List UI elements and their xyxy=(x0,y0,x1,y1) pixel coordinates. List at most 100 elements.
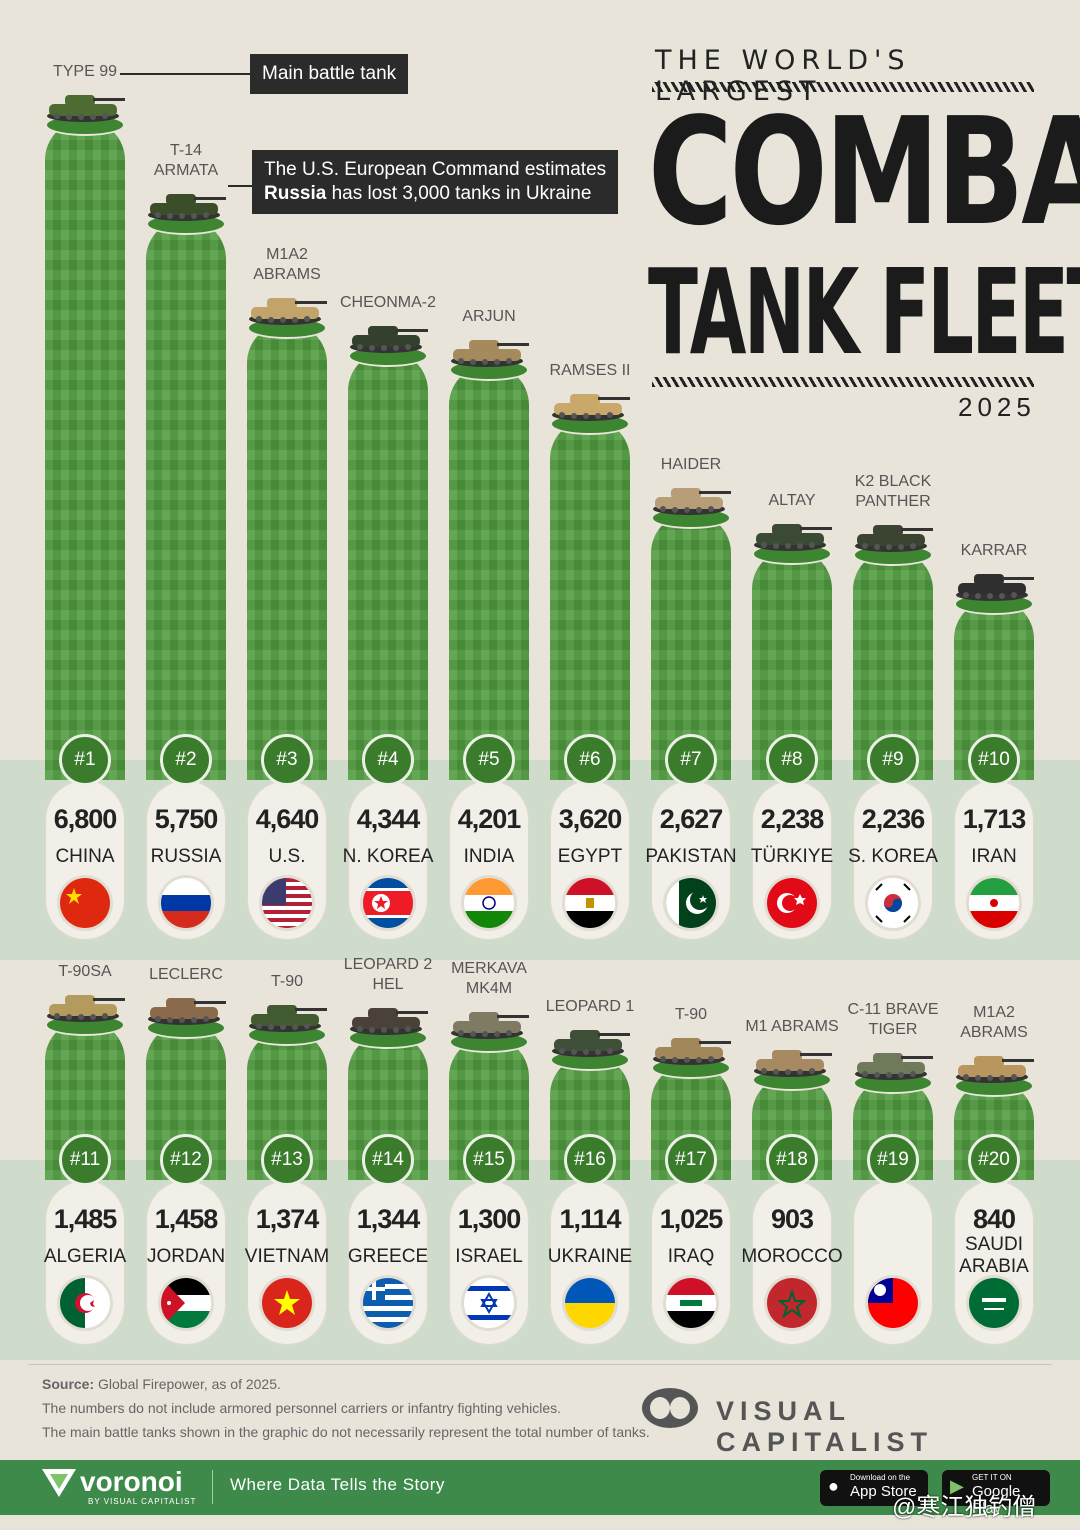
flag-icon-ru xyxy=(161,878,211,928)
title-line3: TANK FLEETS xyxy=(648,243,1080,381)
tank-name-7: HAIDER xyxy=(660,455,722,473)
note-line-2: The main battle tanks shown in the graph… xyxy=(42,1424,650,1440)
tank-icon-10 xyxy=(956,573,1034,601)
play-icon: ▶ xyxy=(950,1476,964,1496)
tank-name-4: CHEONMA-2 xyxy=(339,294,436,312)
tank-name-2: T-14 ARMATA xyxy=(153,141,219,179)
value-label-1: 6,800 xyxy=(53,804,118,834)
flag-icon-kp xyxy=(363,878,413,928)
callout-russia-line xyxy=(228,185,252,187)
flag-icon-in xyxy=(464,878,514,928)
tank-icon-17 xyxy=(653,1038,731,1066)
bar-15 xyxy=(449,1037,529,1180)
visual-capitalist-logo-icon xyxy=(642,1388,698,1428)
russia-note-line2: Russia has lost 3,000 tanks in Ukraine xyxy=(264,182,606,206)
tank-icon-14 xyxy=(350,1008,428,1036)
rank-badge-10: #10 xyxy=(968,734,1020,786)
source-text: Global Firepower, as of 2025. xyxy=(94,1376,281,1392)
value-label-17: 1,025 xyxy=(659,1204,724,1234)
flag-icon-kr xyxy=(868,878,918,928)
tank-name-13: T-90 xyxy=(270,973,303,991)
tank-icon-5 xyxy=(451,339,529,367)
country-label-4: N. KOREA xyxy=(342,846,434,867)
rank-badge-8: #8 xyxy=(766,734,818,786)
flag-icon-eg xyxy=(565,878,615,928)
rank-badge-13: #13 xyxy=(261,1134,313,1186)
flag-icon-il xyxy=(464,1278,514,1328)
country-label-9: S. KOREA xyxy=(848,846,938,867)
country-label-1: CHINA xyxy=(55,846,115,867)
russia-note-bold: Russia xyxy=(264,183,327,204)
tank-icon-9 xyxy=(855,524,933,552)
rank-badge-5: #5 xyxy=(463,734,515,786)
bar-1 xyxy=(45,120,125,780)
flag-icon-ma xyxy=(767,1278,817,1328)
tank-name-14: LEOPARD 2 HEL xyxy=(343,956,433,994)
rank-badge-19: #19 xyxy=(867,1134,919,1186)
country-label-13: VIETNAM xyxy=(244,1246,330,1267)
value-label-15: 1,300 xyxy=(457,1204,522,1234)
rank-badge-4: #4 xyxy=(362,734,414,786)
google-play-button[interactable]: ▶ GET IT ON Google Play xyxy=(942,1470,1050,1517)
flag-icon-tr xyxy=(767,878,817,928)
title-line1: THE WORLD'S LARGEST xyxy=(655,45,911,107)
visual-capitalist-brand: VISUAL CAPITALIST xyxy=(716,1396,933,1457)
bar-6 xyxy=(550,419,630,780)
value-label-8: 2,238 xyxy=(760,804,825,834)
tank-icon-8 xyxy=(754,524,832,552)
callout-russia-note: The U.S. European Command estimates Russ… xyxy=(252,150,619,214)
country-label-2: RUSSIA xyxy=(150,846,222,867)
tank-name-3: M1A2 ABRAMS xyxy=(253,246,321,284)
source-line: Source: Global Firepower, as of 2025. xyxy=(42,1376,281,1392)
apple-icon: ● xyxy=(828,1476,839,1496)
flag-icon-us xyxy=(262,878,312,928)
flag-icon-tw xyxy=(868,1278,918,1328)
value-label-6: 3,620 xyxy=(558,804,623,834)
bar-2 xyxy=(146,218,226,780)
rank-badge-1: #1 xyxy=(59,734,111,786)
tank-name-10: KARRAR xyxy=(960,541,1028,559)
country-label-8: TÜRKIYE xyxy=(750,846,834,867)
tank-icon-6 xyxy=(552,394,630,422)
flag-icon-dz xyxy=(60,1278,110,1328)
country-label-17: IRAQ xyxy=(667,1246,715,1267)
value-label-5: 4,201 xyxy=(457,804,522,834)
tank-icon-12 xyxy=(148,997,226,1025)
tank-name-17: T-90 xyxy=(674,1006,707,1024)
voronoi-logo-icon xyxy=(42,1469,76,1497)
value-label-10: 1,713 xyxy=(962,804,1027,834)
rank-badge-14: #14 xyxy=(362,1134,414,1186)
flag-icon-gr xyxy=(363,1278,413,1328)
tank-icon-15 xyxy=(451,1012,529,1040)
flag-icon-vn xyxy=(262,1278,312,1328)
value-label-20: 840 xyxy=(972,1204,1016,1234)
bar-3 xyxy=(247,323,327,780)
value-label-2: 5,750 xyxy=(154,804,219,834)
google-play-small: GET IT ON xyxy=(972,1473,1012,1482)
country-label-10: IRAN xyxy=(971,846,1017,867)
callout-main-battle-tank: Main battle tank xyxy=(250,54,409,94)
rank-badge-16: #16 xyxy=(564,1134,616,1186)
rank-badge-15: #15 xyxy=(463,1134,515,1186)
tank-name-16: LEOPARD 1 xyxy=(545,997,635,1015)
bar-11 xyxy=(45,1020,125,1180)
app-store-button[interactable]: ● Download on the App Store xyxy=(820,1470,928,1506)
tank-icon-20 xyxy=(956,1055,1034,1083)
tank-icon-13 xyxy=(249,1005,327,1033)
value-label-3: 4,640 xyxy=(255,804,320,834)
tank-name-11: T-90SA xyxy=(58,963,112,980)
rank-badge-3: #3 xyxy=(261,734,313,786)
voronoi-wordmark: voronoi xyxy=(80,1466,183,1497)
value-label-12: 1,458 xyxy=(154,1204,219,1234)
value-label-16: 1,114 xyxy=(559,1204,621,1234)
watermark: @寒江独钓僧 xyxy=(892,1494,1037,1521)
tank-name-9: K2 BLACK PANTHER xyxy=(854,472,932,510)
bar-4 xyxy=(348,351,428,780)
app-store-label: App Store xyxy=(850,1483,917,1500)
tank-icon-3 xyxy=(249,298,327,326)
tank-icon-19 xyxy=(855,1052,933,1080)
tank-name-6: RAMSES II xyxy=(549,362,631,380)
flag-icon-cn xyxy=(60,878,110,928)
country-label-14: GREECE xyxy=(347,1246,429,1267)
